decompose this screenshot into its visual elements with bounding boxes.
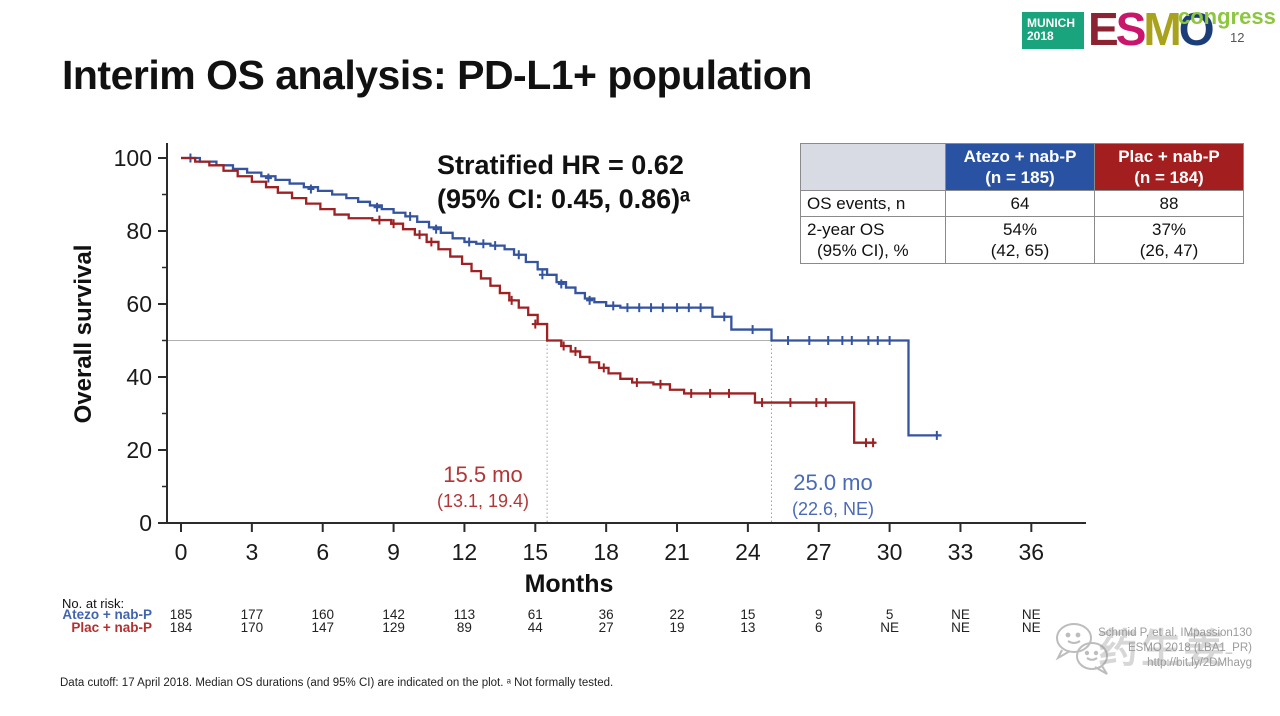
esmo-logo: ESMO <box>1088 3 1214 55</box>
svg-text:40: 40 <box>126 364 152 390</box>
svg-text:60: 60 <box>126 291 152 317</box>
svg-text:12: 12 <box>452 539 478 565</box>
summary-2yros-atezo: 54% (42, 65) <box>945 216 1095 264</box>
svg-text:30: 30 <box>877 539 903 565</box>
svg-text:15: 15 <box>523 539 549 565</box>
hr-line1: Stratified HR = 0.62 <box>437 150 684 180</box>
risk-row-label-plac: Plac + nab-P <box>71 620 152 635</box>
svg-text:9: 9 <box>387 539 400 565</box>
median-label-placebo: 15.5 mo (13.1, 19.4) <box>436 462 530 511</box>
svg-text:36: 36 <box>1019 539 1045 565</box>
svg-text:18: 18 <box>593 539 619 565</box>
svg-text:33: 33 <box>948 539 974 565</box>
svg-text:3: 3 <box>245 539 258 565</box>
svg-text:21: 21 <box>664 539 690 565</box>
slide-title: Interim OS analysis: PD-L1+ population <box>62 52 812 98</box>
summary-table: Atezo + nab-P (n = 185) Plac + nab-P (n … <box>800 143 1244 264</box>
median-label-atezo: 25.0 mo (22.6, NE) <box>791 470 875 519</box>
svg-text:80: 80 <box>126 218 152 244</box>
svg-text:100: 100 <box>114 145 152 171</box>
summary-events-atezo: 64 <box>945 190 1095 217</box>
citation-line3: http://bit.ly/2DMhayg <box>1147 657 1252 669</box>
summary-table-corner-cell <box>800 143 946 191</box>
svg-text:24: 24 <box>735 539 761 565</box>
summary-row-events-label: OS events, n <box>800 190 946 217</box>
citation-line1: Schmid P, et al. IMpassion130 <box>1098 627 1252 639</box>
hr-annotation: Stratified HR = 0.62 (95% CI: 0.45, 0.86… <box>437 148 690 216</box>
watermark: 药生姜 <box>1098 627 1227 671</box>
svg-text:20: 20 <box>126 437 152 463</box>
citation: Schmid P, et al. IMpassion130 ESMO 2018 … <box>1098 626 1252 671</box>
y-axis-label: Overall survival <box>70 244 97 424</box>
svg-text:Months: Months <box>525 570 614 598</box>
svg-text:6: 6 <box>316 539 329 565</box>
summary-table-header-atezo: Atezo + nab-P (n = 185) <box>945 143 1095 191</box>
summary-table-header-plac: Plac + nab-P (n = 184) <box>1094 143 1244 191</box>
footnote: Data cutoff: 17 April 2018. Median OS du… <box>60 677 614 689</box>
congress-label: congress <box>1178 4 1276 29</box>
hr-line2: (95% CI: 0.45, 0.86)ᵃ <box>437 184 691 214</box>
risk-row-label-atezo: Atezo + nab-P <box>62 607 152 622</box>
svg-text:0: 0 <box>175 539 188 565</box>
wechat-icon <box>1055 623 1108 675</box>
summary-events-plac: 88 <box>1094 190 1244 217</box>
page-number: 12 <box>1230 30 1245 45</box>
svg-text:0: 0 <box>139 510 152 536</box>
risk-table-heading: No. at risk: <box>62 596 125 611</box>
summary-row-2yros-label: 2-year OS (95% CI), % <box>800 216 946 264</box>
summary-2yros-plac: 37% (26, 47) <box>1094 216 1244 264</box>
citation-line2: ESMO 2018 (LBA1_PR) <box>1127 642 1252 654</box>
munich-2018-logo: MUNICH 2018 <box>1022 12 1084 49</box>
svg-text:27: 27 <box>806 539 832 565</box>
